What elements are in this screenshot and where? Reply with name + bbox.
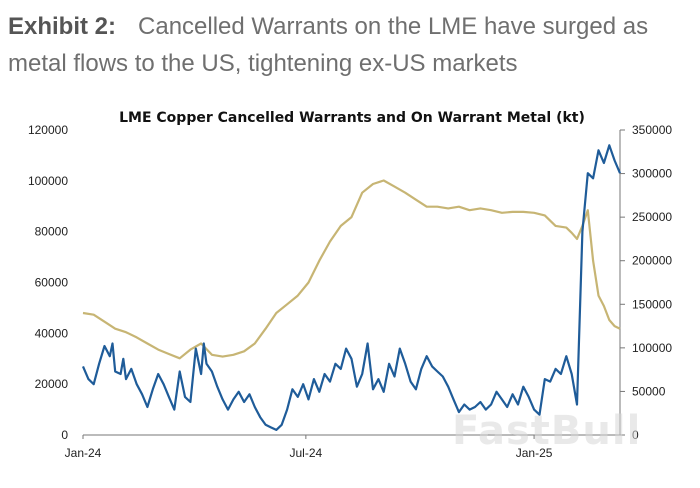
exhibit-title: Cancelled Warrants on the LME have surge… (8, 13, 649, 77)
right-tick-label: 0 (632, 428, 639, 442)
right-tick-label: 50000 (632, 384, 666, 398)
right-axis: 0 50000 100000 150000 200000 250000 300000 3500… (619, 123, 672, 442)
left-tick-label: 100000 (28, 174, 68, 188)
left-tick-label: 60000 (35, 276, 69, 290)
watermark: FastBull (452, 408, 642, 454)
series-on-warrant-line (82, 179, 621, 360)
left-tick-label: 0 (61, 428, 68, 442)
left-tick-label: 80000 (35, 225, 69, 239)
x-axis: Jan-24 Jul-24 Jan-25 (65, 434, 620, 460)
chart-title: LME Copper Cancelled Warrants and On War… (119, 110, 585, 126)
right-tick-label: 150000 (632, 297, 672, 311)
right-tick-label: 300000 (632, 167, 672, 181)
x-tick-label: Jan-24 (65, 446, 102, 460)
right-tick-label: 350000 (632, 123, 672, 137)
x-tick-label: Jan-25 (516, 446, 553, 460)
exhibit-header: Exhibit 2: Cancelled Warrants on the LME … (8, 8, 668, 82)
right-tick-label: 100000 (632, 341, 672, 355)
left-axis: 0 20000 40000 60000 80000 100000 120000 (28, 123, 68, 442)
left-tick-label: 20000 (35, 377, 69, 391)
right-tick-label: 200000 (632, 254, 672, 268)
chart: LME Copper Cancelled Warrants and On War… (28, 110, 672, 460)
left-tick-label: 120000 (28, 123, 68, 137)
right-tick-label: 250000 (632, 210, 672, 224)
exhibit-label: Exhibit 2: (8, 13, 117, 40)
series-cancelled-warrants-line (81, 144, 622, 431)
x-tick-label: Jul-24 (290, 446, 323, 460)
left-tick-label: 40000 (35, 326, 69, 340)
